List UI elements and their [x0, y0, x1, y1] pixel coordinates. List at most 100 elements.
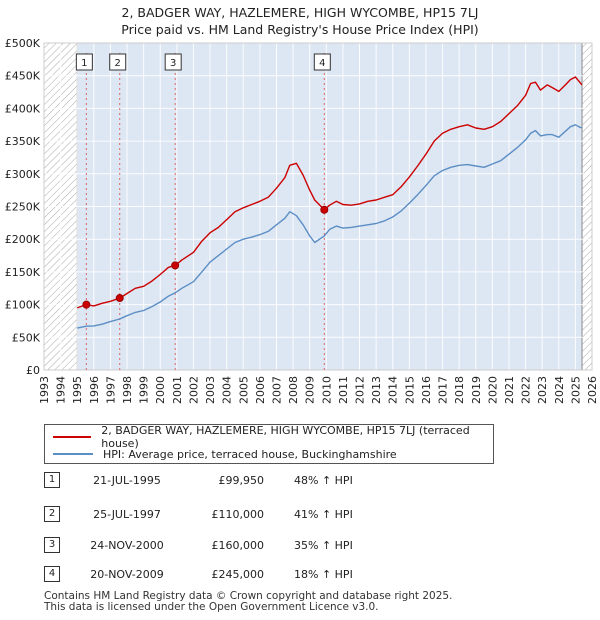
- x-tick-label: 1997: [104, 376, 117, 404]
- footer-line-1: Contains HM Land Registry data © Crown c…: [44, 590, 453, 602]
- x-tick-label: 2024: [553, 376, 566, 404]
- sale-hpi-change: 48% ↑ HPI: [294, 474, 353, 487]
- x-tick-label: 2015: [403, 376, 416, 404]
- sale-badge-label: 2: [115, 58, 121, 69]
- sale-point: [82, 300, 91, 309]
- sale-marker-badge: 3: [44, 537, 60, 553]
- x-tick-label: 2022: [520, 376, 533, 404]
- table-row: 2 25-JUL-1997 £110,000 41% ↑ HPI: [44, 504, 404, 524]
- x-tick-label: 2013: [370, 376, 383, 404]
- hpi-line: [77, 124, 583, 329]
- sale-hpi-change: 18% ↑ HPI: [294, 568, 353, 581]
- legend-item-property: 2, BADGER WAY, HAZLEMERE, HIGH WYCOMBE, …: [53, 424, 493, 450]
- sale-badge-box: [109, 53, 127, 71]
- y-tick-label: £250K: [5, 201, 41, 214]
- sale-points: [82, 205, 329, 309]
- x-tick-label: 2006: [254, 376, 267, 404]
- x-tick-label: 1996: [88, 376, 101, 404]
- x-tick-label: 2001: [171, 376, 184, 404]
- title-line-1: 2, BADGER WAY, HAZLEMERE, HIGH WYCOMBE, …: [121, 5, 479, 20]
- x-tick-label: 2020: [486, 376, 499, 404]
- y-tick-label: £100K: [5, 299, 41, 312]
- sale-date: 24-NOV-2000: [90, 539, 164, 552]
- x-tick-label: 2000: [154, 376, 167, 404]
- x-tick-label: 1993: [38, 376, 51, 404]
- x-tick-label: 2012: [354, 376, 367, 404]
- sale-hpi-change: 41% ↑ HPI: [294, 508, 353, 521]
- x-tick-label: 2014: [387, 376, 400, 404]
- x-tick-label: 2008: [287, 376, 300, 404]
- grid-lines: [43, 42, 593, 371]
- table-row: 3 24-NOV-2000 £160,000 35% ↑ HPI: [44, 535, 404, 555]
- sale-hpi-change: 35% ↑ HPI: [294, 539, 353, 552]
- x-tick-label: 2026: [586, 376, 599, 404]
- y-tick-label: £450K: [5, 70, 41, 83]
- sale-badge-box: [313, 53, 331, 71]
- y-tick-label: £50K: [12, 331, 41, 344]
- title-line-2: Price paid vs. HM Land Registry's House …: [121, 22, 479, 37]
- x-tick-label: 2016: [420, 376, 433, 404]
- series-lines: [76, 76, 583, 329]
- sale-price: £110,000: [211, 508, 265, 521]
- sale-point: [171, 261, 180, 270]
- price-chart: 1 2 3 4 £0 £50K £100K £150K £200K £250K £300K £350…: [5, 37, 599, 404]
- sale-badge-label: 4: [319, 58, 325, 69]
- y-tick-label: £150K: [5, 266, 41, 279]
- sale-date: 20-NOV-2009: [90, 568, 164, 581]
- legend-swatch-hpi: [53, 453, 93, 455]
- y-tick-label: £400K: [5, 102, 41, 115]
- legend-label-property: 2, BADGER WAY, HAZLEMERE, HIGH WYCOMBE, …: [101, 424, 470, 450]
- x-tick-label: 2010: [320, 376, 333, 404]
- sale-price: £99,950: [218, 474, 265, 487]
- x-tick-label: 2004: [221, 376, 234, 404]
- sale-badge-label: 3: [170, 58, 176, 69]
- x-tick-label: 2023: [536, 376, 549, 404]
- table-row: 1 21-JUL-1995 £99,950 48% ↑ HPI: [44, 470, 404, 490]
- footer-line-2: This data is licensed under the Open Gov…: [44, 601, 379, 613]
- y-tick-label: £0: [26, 364, 40, 377]
- legend-swatch-property: [53, 436, 92, 438]
- sale-badge-box: [164, 53, 182, 71]
- plot-frame: [43, 42, 593, 371]
- x-tick-label: 2019: [470, 376, 483, 404]
- chart-title: 2, BADGER WAY, HAZLEMERE, HIGH WYCOMBE, …: [0, 4, 600, 38]
- x-tick-label: 2002: [187, 376, 200, 404]
- sale-badges: 1 2 3 4: [75, 53, 331, 71]
- sale-date: 21-JUL-1995: [93, 474, 161, 487]
- sale-point: [320, 205, 329, 214]
- x-tick-label: 2017: [437, 376, 450, 404]
- x-tick-label: 1994: [55, 376, 68, 404]
- x-tick-label: 2009: [304, 376, 317, 404]
- x-tick-label: 2021: [503, 376, 516, 404]
- sale-badge-box: [75, 53, 93, 71]
- x-tick-label: 1999: [138, 376, 151, 404]
- property-price-line: [76, 76, 583, 309]
- sale-point: [115, 294, 124, 303]
- footer: Contains HM Land Registry data © Crown c…: [44, 591, 452, 613]
- sale-price: £160,000: [211, 539, 265, 552]
- y-tick-label: £300K: [5, 168, 41, 181]
- x-tick-label: 1995: [71, 376, 84, 404]
- sale-badge-label: 1: [81, 58, 87, 69]
- y-tick-label: £200K: [5, 233, 41, 246]
- x-tick-label: 2025: [569, 376, 582, 404]
- x-tick-label: 2018: [453, 376, 466, 404]
- table-row: 4 20-NOV-2009 £245,000 18% ↑ HPI: [44, 564, 404, 584]
- x-tick-label: 2011: [337, 376, 350, 404]
- legend-item-hpi: HPI: Average price, terraced house, Buck…: [53, 446, 397, 462]
- sale-marker-badge: 4: [44, 566, 60, 582]
- y-tick-label: £350K: [5, 135, 41, 148]
- legend-label-hpi: HPI: Average price, terraced house, Buck…: [103, 447, 397, 461]
- legend: 2, BADGER WAY, HAZLEMERE, HIGH WYCOMBE, …: [44, 424, 494, 464]
- x-axis: 1993 1994 1995 1996 1997 1998 1999 2000 2001 2002…: [38, 376, 599, 404]
- x-tick-label: 1998: [121, 376, 134, 404]
- y-axis: £0 £50K £100K £150K £200K £250K £300K £350K £400…: [5, 37, 41, 377]
- sale-marker-badge: 1: [44, 472, 60, 488]
- sale-date: 25-JUL-1997: [93, 508, 161, 521]
- sale-price: £245,000: [211, 568, 265, 581]
- x-tick-label: 2003: [204, 376, 217, 404]
- x-tick-label: 2007: [270, 376, 283, 404]
- y-tick-label: £500K: [5, 37, 41, 50]
- x-tick-label: 2005: [237, 376, 250, 404]
- sale-marker-badge: 2: [44, 506, 60, 522]
